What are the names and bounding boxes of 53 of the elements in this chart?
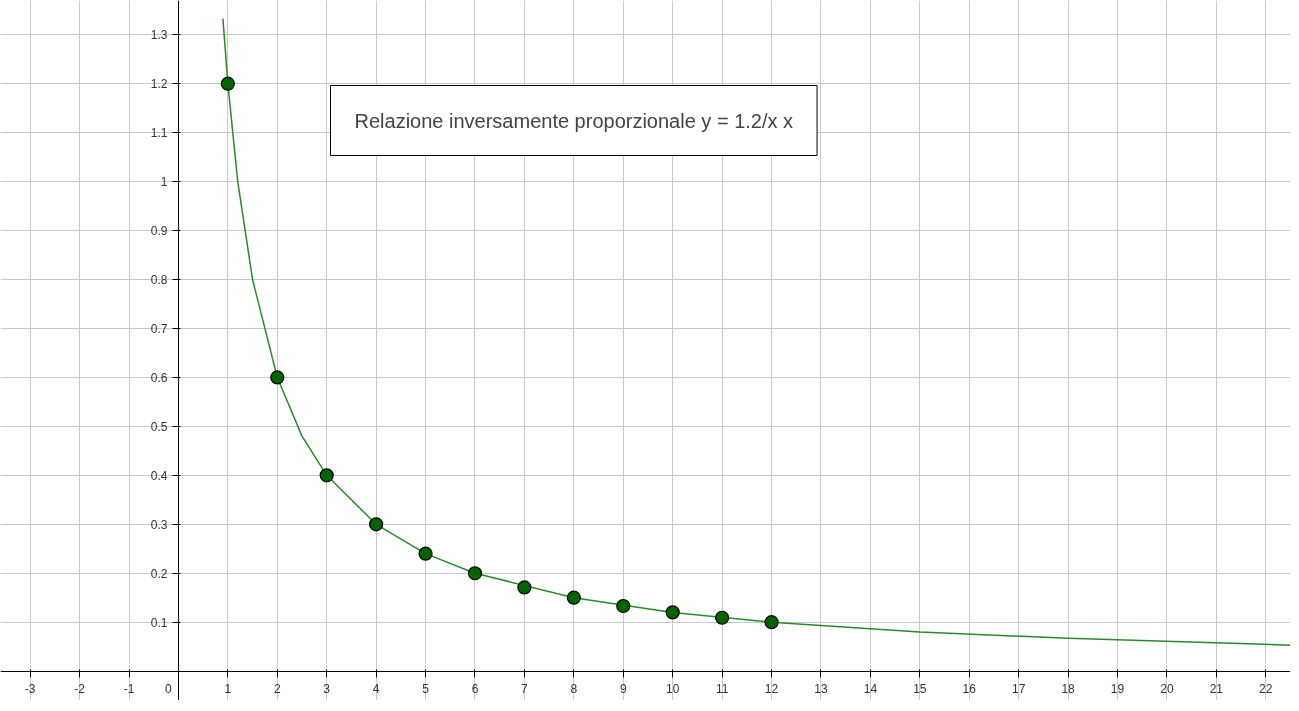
x-tick-label: 6 xyxy=(471,682,479,697)
x-tick-label: 11 xyxy=(715,682,729,697)
point xyxy=(566,590,581,605)
y-tick-label: 1 xyxy=(160,175,168,190)
point xyxy=(665,605,680,620)
x-tick-label: 13 xyxy=(814,682,828,697)
x-tick-label: -1 xyxy=(123,682,135,697)
x-tick-label: 8 xyxy=(570,682,578,697)
y-tick-label: 0.8 xyxy=(150,273,168,288)
y-tick-label: 0.4 xyxy=(150,468,168,483)
y-tick-label: 0.7 xyxy=(150,321,168,336)
x-tick-label: 10 xyxy=(666,682,680,697)
y-tick-label: 1.2 xyxy=(150,77,168,92)
y-tick-label: 0.3 xyxy=(150,517,168,532)
point xyxy=(715,610,730,625)
x-tick-label: 14 xyxy=(863,682,878,697)
x-tick-label: 1 xyxy=(224,682,232,697)
x-tick-label: 20 xyxy=(1160,682,1174,697)
point xyxy=(369,517,384,532)
point xyxy=(616,598,631,614)
x-tick-label: 9 xyxy=(619,682,627,697)
line-series xyxy=(222,17,1290,646)
x-tick-label: 3 xyxy=(323,682,331,697)
point xyxy=(220,76,235,91)
y-tick-label: 0.5 xyxy=(150,419,168,434)
y-tick-label: 0.9 xyxy=(150,224,168,239)
x-tick-label: 21 xyxy=(1209,682,1224,697)
point xyxy=(467,566,483,581)
x-tick-label: 12 xyxy=(764,682,779,697)
y-tick-label: 1.1 xyxy=(150,126,168,141)
x-tick-label: -2 xyxy=(74,682,86,697)
x-tick-label: 15 xyxy=(913,682,927,697)
x-tick-label: 4 xyxy=(372,682,380,697)
point xyxy=(270,370,285,385)
point xyxy=(764,615,779,630)
point xyxy=(517,580,532,595)
y-tick-label: 1.3 xyxy=(150,28,168,43)
x-tick-label: -3 xyxy=(24,682,36,697)
point xyxy=(319,468,334,483)
x-tick-label: 0 xyxy=(165,682,192,697)
x-tick-label: 22 xyxy=(1259,682,1273,697)
x-tick-label: 19 xyxy=(1110,682,1125,697)
y-tick-label: 0.6 xyxy=(150,370,168,385)
x-tick-label: 17 xyxy=(1011,682,1026,697)
annotation: Relazione inversamente proporzionale y = 1.2/x x xyxy=(354,109,794,132)
x-tick-label: 2 xyxy=(273,682,281,697)
x-tick-label: 7 xyxy=(521,682,529,697)
x-tick-label: 5 xyxy=(422,682,430,697)
y-tick-label: 0.2 xyxy=(150,566,168,581)
y-tick-label: 0.1 xyxy=(150,615,168,630)
point xyxy=(418,546,433,561)
x-tick-label: 16 xyxy=(962,682,977,697)
x-tick-label: 18 xyxy=(1061,682,1076,697)
